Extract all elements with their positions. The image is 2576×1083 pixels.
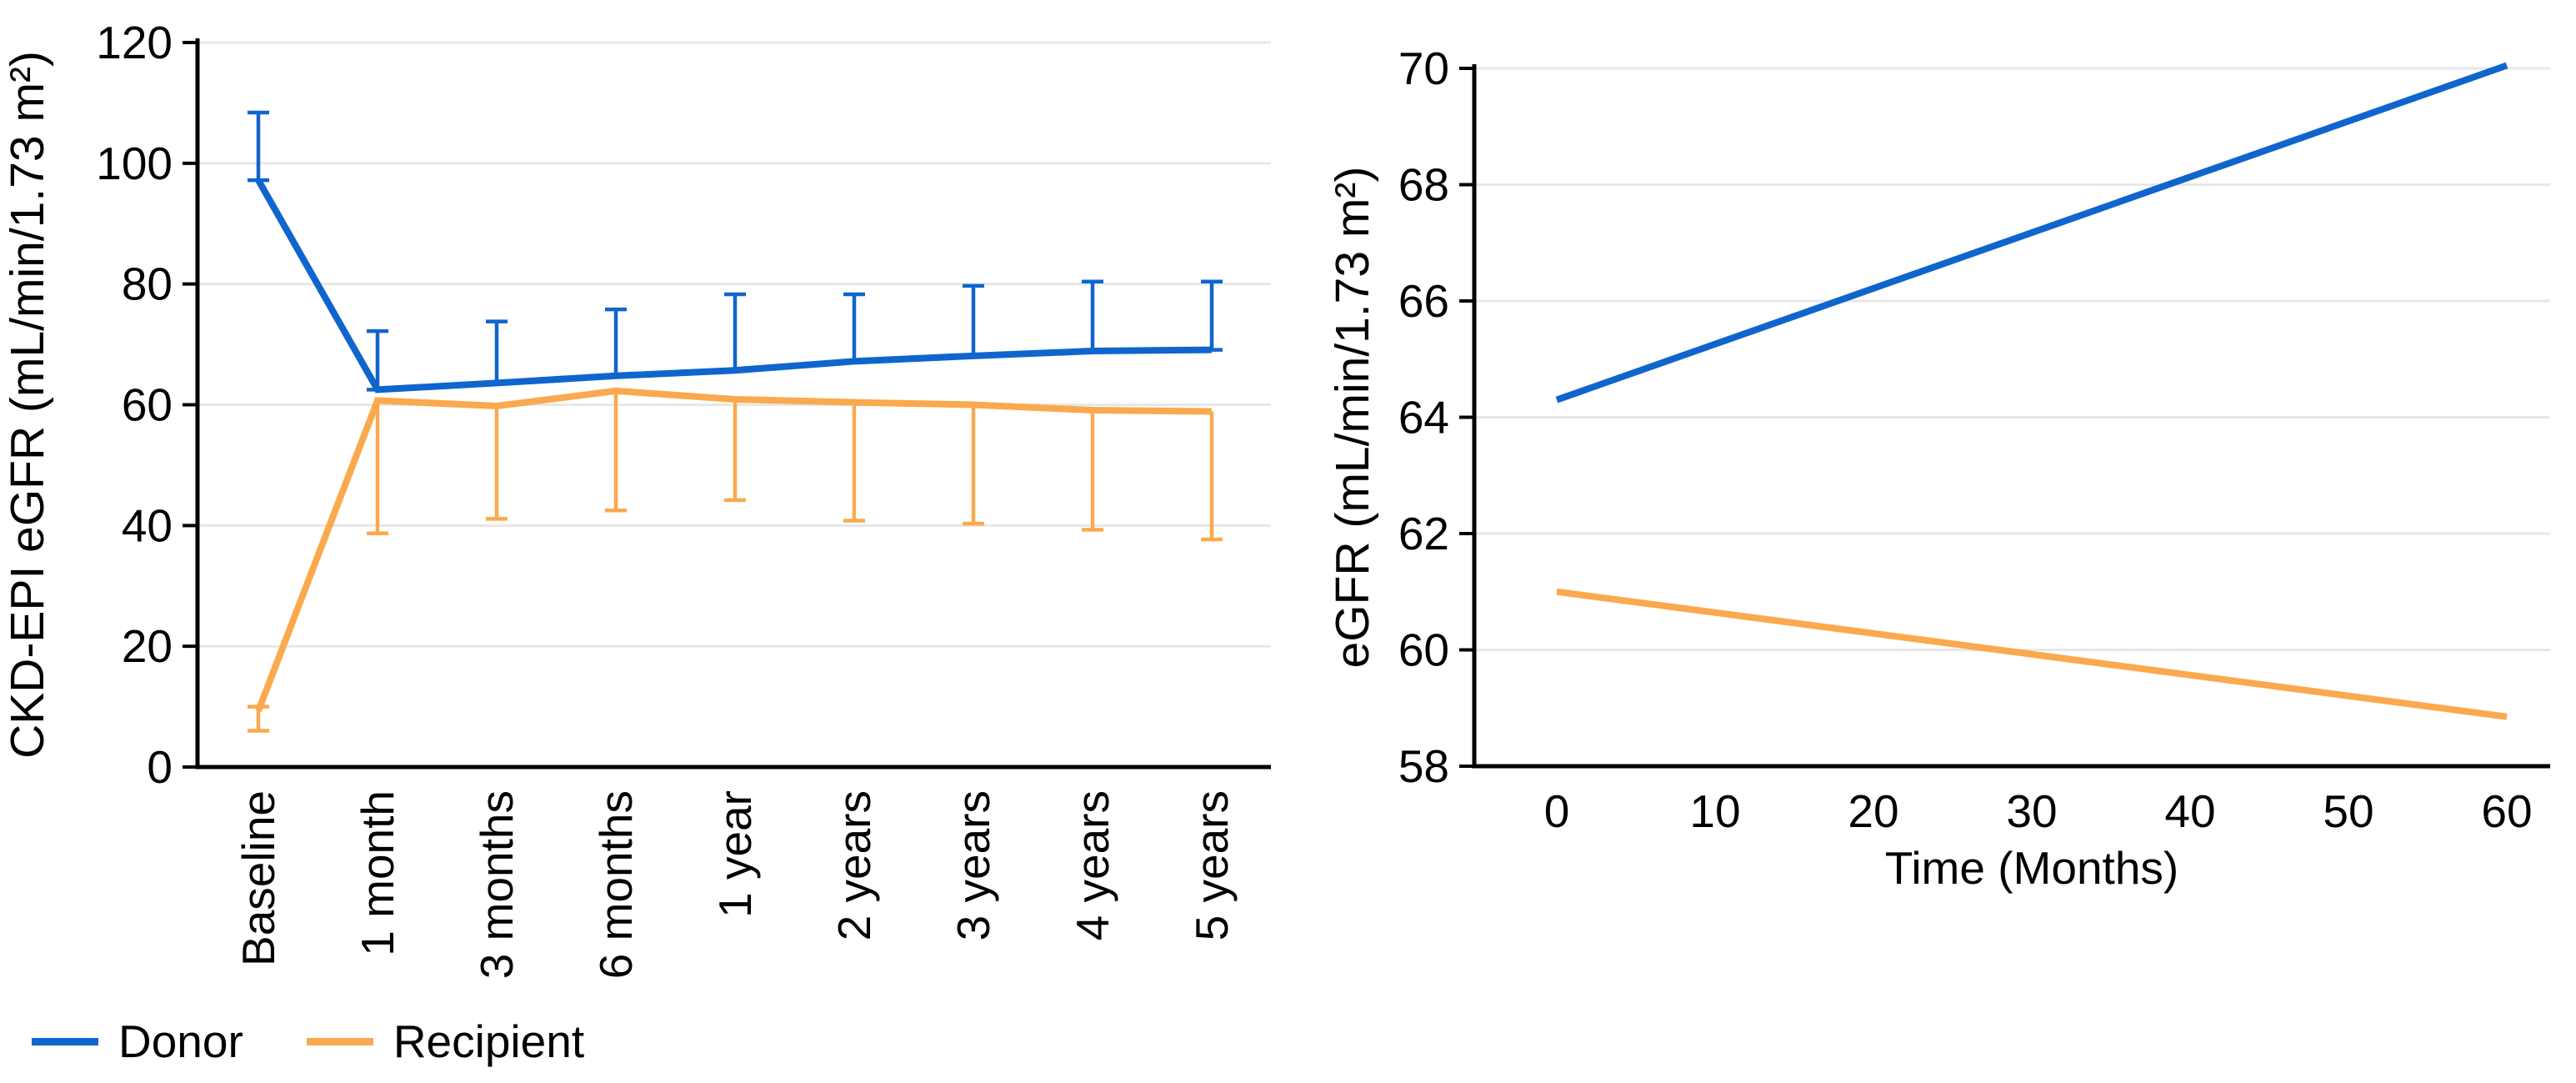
y-tick-label: 100 bbox=[96, 138, 173, 189]
x-tick-labels: 0 10 20 30 40 50 60 bbox=[1544, 785, 2533, 837]
legend-label-recipient: Recipient bbox=[393, 1015, 585, 1067]
legend-item-recipient: Recipient bbox=[306, 1015, 585, 1067]
legend: Donor Recipient bbox=[32, 1019, 584, 1065]
y-ticks: 58 60 62 64 66 68 70 bbox=[1398, 43, 1474, 792]
y-tick-label: 0 bbox=[147, 741, 173, 793]
y-ticks: 0 20 40 60 80 100 120 bbox=[96, 17, 198, 793]
y-axis-title: CKD-EPI eGFR (mL/min/1.73 m²) bbox=[1, 51, 54, 759]
y-tick-label: 66 bbox=[1398, 275, 1449, 327]
donor-series bbox=[248, 110, 1223, 394]
x-tick-label: 20 bbox=[1848, 785, 1898, 837]
right-chart: 58 60 62 64 66 68 70 eGFR (mL/min/1.73 m²) 0 10 20… bbox=[1326, 43, 2550, 894]
y-tick-label: 80 bbox=[122, 258, 173, 310]
recipient-error-bars bbox=[248, 390, 1223, 733]
x-tick-label: 60 bbox=[2481, 785, 2532, 837]
recipient-series bbox=[1556, 588, 2508, 720]
legend-label-donor: Donor bbox=[118, 1015, 243, 1067]
x-tick-label: 3 years bbox=[948, 790, 999, 940]
donor-line bbox=[1555, 62, 2508, 404]
x-tick-label: 0 bbox=[1544, 785, 1570, 837]
gridlines bbox=[1474, 67, 2550, 651]
x-tick-label: 3 months bbox=[471, 790, 523, 979]
x-tick-label: 50 bbox=[2323, 785, 2373, 837]
x-tick-label: 6 months bbox=[590, 790, 642, 979]
y-axis-title: eGFR (mL/min/1.73 m²) bbox=[1326, 167, 1379, 669]
x-tick-label: 1 year bbox=[709, 790, 761, 918]
recipient-line-swatch bbox=[306, 1038, 373, 1045]
y-tick-label: 20 bbox=[122, 620, 173, 672]
x-tick-label: 5 years bbox=[1186, 790, 1238, 940]
x-tick-labels: Baseline 1 month 3 months 6 months 1 year 2 y… bbox=[233, 790, 1238, 979]
y-tick-label: 120 bbox=[96, 17, 173, 68]
left-chart: 0 20 40 60 80 100 120 CKD-EPI eGFR (mL/min/1.73… bbox=[1, 17, 1271, 979]
y-tick-label: 60 bbox=[122, 379, 173, 431]
y-tick-label: 62 bbox=[1398, 508, 1449, 559]
y-tick-label: 40 bbox=[122, 499, 173, 551]
y-tick-label: 58 bbox=[1398, 740, 1449, 792]
x-tick-label: 2 years bbox=[828, 790, 880, 940]
x-axis-title: Time (Months) bbox=[1885, 842, 2178, 894]
x-tick-label: 1 month bbox=[352, 790, 403, 956]
y-tick-label: 60 bbox=[1398, 624, 1449, 676]
y-tick-label: 70 bbox=[1398, 43, 1449, 94]
x-tick-label: 4 years bbox=[1067, 790, 1118, 940]
x-tick-label: 30 bbox=[2006, 785, 2057, 837]
x-tick-label: 40 bbox=[2164, 785, 2215, 837]
donor-error-bars bbox=[248, 110, 1223, 392]
donor-line-swatch bbox=[32, 1038, 98, 1045]
y-tick-label: 64 bbox=[1398, 392, 1449, 444]
legend-item-donor: Donor bbox=[32, 1019, 243, 1065]
donor-series bbox=[1555, 62, 2508, 404]
recipient-line bbox=[1556, 588, 2508, 720]
recipient-series bbox=[248, 387, 1223, 733]
x-tick-label: 10 bbox=[1689, 785, 1740, 837]
y-tick-label: 68 bbox=[1398, 159, 1449, 211]
x-tick-label: Baseline bbox=[233, 790, 284, 966]
